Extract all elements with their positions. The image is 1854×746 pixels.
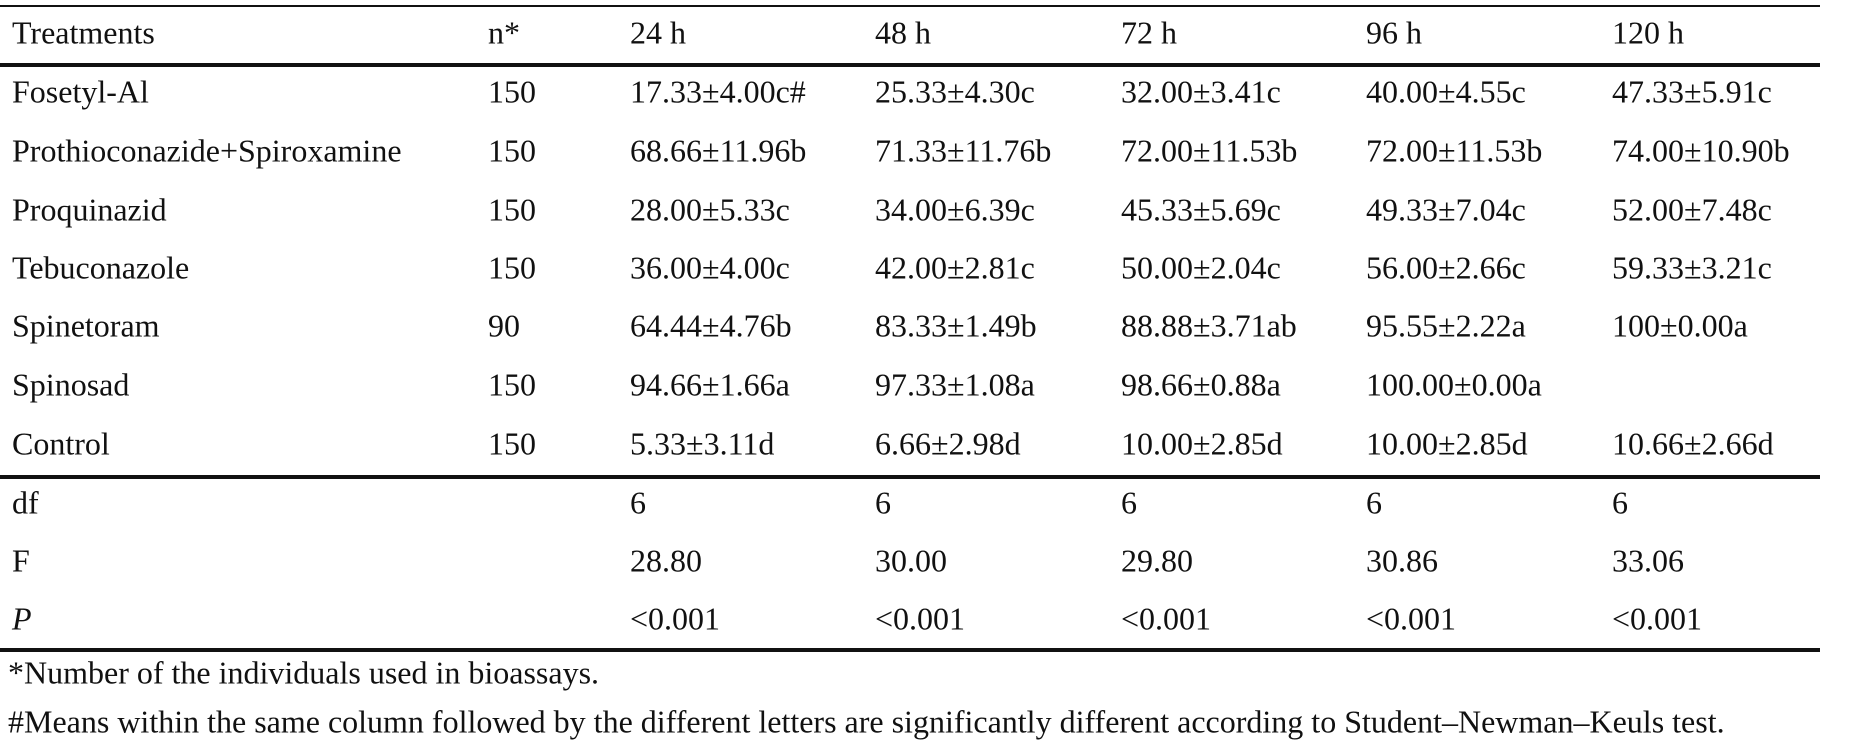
table-cell: 52.00±7.48c bbox=[1612, 191, 1772, 227]
table-cell: 28.00±5.33c bbox=[630, 191, 790, 227]
footnote: *Number of the individuals used in bioas… bbox=[8, 654, 599, 690]
stat-value: <0.001 bbox=[1121, 600, 1211, 636]
table-cell: 150 bbox=[488, 73, 536, 109]
table-cell: 94.66±1.66a bbox=[630, 366, 790, 402]
header-cell: 120 h bbox=[1612, 14, 1684, 50]
table-cell: 10.00±2.85d bbox=[1366, 425, 1528, 461]
table-cell: 150 bbox=[488, 191, 536, 227]
stat-value: 33.06 bbox=[1612, 542, 1684, 578]
table-cell: 47.33±5.91c bbox=[1612, 73, 1772, 109]
table-cell: 34.00±6.39c bbox=[875, 191, 1035, 227]
table-cell: 72.00±11.53b bbox=[1121, 132, 1297, 168]
table-cell: 36.00±4.00c bbox=[630, 249, 790, 285]
table-cell: 150 bbox=[488, 366, 536, 402]
header-cell: 24 h bbox=[630, 14, 686, 50]
table-cell: Tebuconazole bbox=[12, 249, 189, 285]
table-cell: 40.00±4.55c bbox=[1366, 73, 1526, 109]
table-cell: 97.33±1.08a bbox=[875, 366, 1035, 402]
header-cell: 96 h bbox=[1366, 14, 1422, 50]
table-cell: 45.33±5.69c bbox=[1121, 191, 1281, 227]
table-cell: 74.00±10.90b bbox=[1612, 132, 1790, 168]
header-cell: 48 h bbox=[875, 14, 931, 50]
stat-value: 30.00 bbox=[875, 542, 947, 578]
table-cell: 64.44±4.76b bbox=[630, 307, 792, 343]
table-cell: 71.33±11.76b bbox=[875, 132, 1051, 168]
stat-value: 28.80 bbox=[630, 542, 702, 578]
stat-value: <0.001 bbox=[875, 600, 965, 636]
table-cell: 72.00±11.53b bbox=[1366, 132, 1542, 168]
footnote: #Means within the same column followed b… bbox=[8, 703, 1725, 739]
stat-label: P bbox=[11, 600, 32, 636]
table-cell: 6.66±2.98d bbox=[875, 425, 1021, 461]
stat-value: 6 bbox=[1366, 484, 1382, 520]
header-cell: n* bbox=[488, 14, 520, 50]
table-cell: 95.55±2.22a bbox=[1366, 307, 1526, 343]
table-cell: 56.00±2.66c bbox=[1366, 249, 1526, 285]
stat-value: 6 bbox=[1121, 484, 1137, 520]
stat-value: <0.001 bbox=[1612, 600, 1702, 636]
table-cell: Prothioconazide+Spiroxamine bbox=[12, 132, 402, 168]
table-cell: Spinosad bbox=[12, 366, 129, 402]
table-cell: 10.66±2.66d bbox=[1612, 425, 1774, 461]
table-cell: 59.33±3.21c bbox=[1612, 249, 1772, 285]
table-cell: 150 bbox=[488, 425, 536, 461]
stat-value: 29.80 bbox=[1121, 542, 1193, 578]
table-cell: 49.33±7.04c bbox=[1366, 191, 1526, 227]
stat-value: 6 bbox=[630, 484, 646, 520]
table-cell: 5.33±3.11d bbox=[630, 425, 774, 461]
table-cell: 100±0.00a bbox=[1612, 307, 1748, 343]
table-cell: 90 bbox=[488, 307, 520, 343]
table-cell: 25.33±4.30c bbox=[875, 73, 1035, 109]
table-cell: Control bbox=[12, 425, 110, 461]
stat-label: df bbox=[12, 484, 39, 520]
header-cell: 72 h bbox=[1121, 14, 1177, 50]
table-cell: 150 bbox=[488, 249, 536, 285]
stat-label: F bbox=[12, 542, 30, 578]
stat-value: <0.001 bbox=[1366, 600, 1456, 636]
header-cell: Treatments bbox=[12, 14, 155, 50]
table-cell: 98.66±0.88a bbox=[1121, 366, 1281, 402]
table-cell: 17.33±4.00c# bbox=[630, 73, 806, 109]
table-cell: 83.33±1.49b bbox=[875, 307, 1037, 343]
table-cell: Proquinazid bbox=[12, 191, 167, 227]
stat-value: 6 bbox=[875, 484, 891, 520]
table-cell: 42.00±2.81c bbox=[875, 249, 1035, 285]
table-cell: 88.88±3.71ab bbox=[1121, 307, 1297, 343]
table-cell: 32.00±3.41c bbox=[1121, 73, 1281, 109]
table-cell: 150 bbox=[488, 132, 536, 168]
stat-value: 30.86 bbox=[1366, 542, 1438, 578]
stat-value: 6 bbox=[1612, 484, 1628, 520]
table-cell: 68.66±11.96b bbox=[630, 132, 806, 168]
stat-value: <0.001 bbox=[630, 600, 720, 636]
table-cell: 50.00±2.04c bbox=[1121, 249, 1281, 285]
table-cell: 100.00±0.00a bbox=[1366, 366, 1542, 402]
table-cell: Spinetoram bbox=[12, 307, 160, 343]
table-cell: Fosetyl-Al bbox=[12, 73, 149, 109]
table-cell: 10.00±2.85d bbox=[1121, 425, 1283, 461]
